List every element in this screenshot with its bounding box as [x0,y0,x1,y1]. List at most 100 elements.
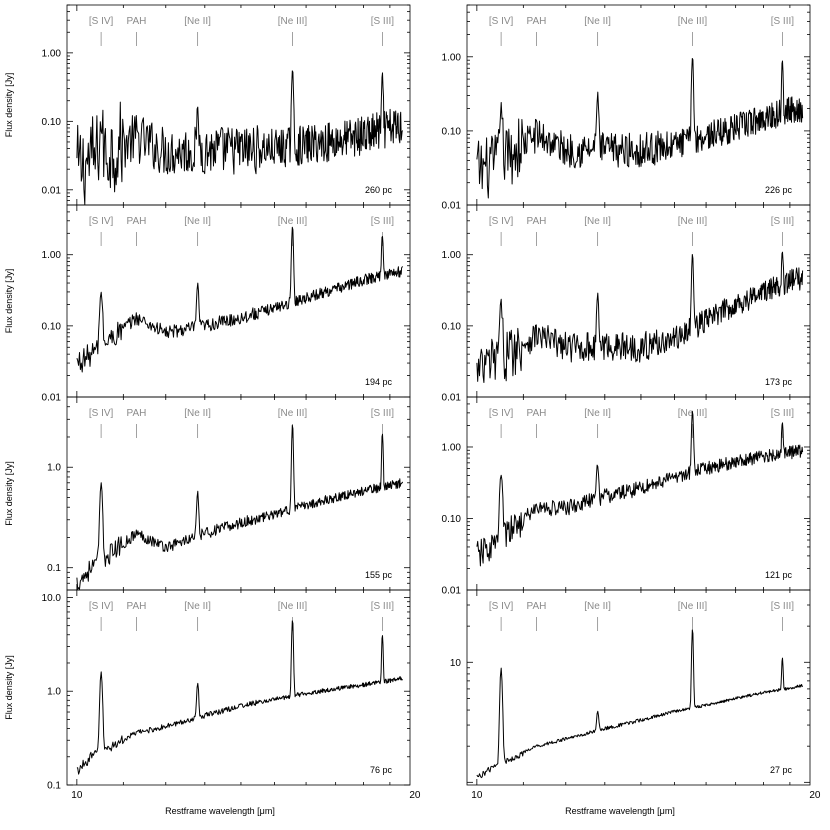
line-label: [Ne III] [278,16,308,27]
line-label: PAH [527,216,547,227]
y-tick-label: 0.10 [42,321,62,332]
line-label: [S IV] [89,408,114,419]
line-label: [S III] [771,16,795,27]
x-tick-label: 20 [809,790,821,801]
y-tick-label: 0.01 [42,393,62,404]
y-tick-label: 0.10 [42,117,62,128]
line-label: [Ne II] [584,408,611,419]
y-tick-label: 0.1 [47,781,61,792]
spectrum-line [76,70,404,205]
panel-8: 10 [S IV] PAH [Ne II] [Ne III] [S III] 27 pc 10… [450,589,821,801]
y-tick-label: 1.00 [442,250,462,261]
line-label: [S IV] [489,16,514,27]
spectrum-line [476,251,804,383]
y-axis-title: Flux density [Jy] [4,269,14,334]
distance-annotation: 226 pc [765,185,793,195]
line-label: [S III] [371,16,395,27]
line-label: [S III] [771,408,795,419]
line-label: [S IV] [489,408,514,419]
line-label: [S III] [371,601,395,612]
y-tick-label: 1.0 [47,687,61,698]
panel-grid: 0.01 0.10 1.00 [S IV] PAH [Ne II] [Ne III] [S I… [4,4,821,801]
line-label: [S III] [371,408,395,419]
spectrum-line [76,226,404,373]
distance-annotation: 27 pc [770,765,793,775]
line-label: PAH [527,408,547,419]
panel-7: 0.1 1.0 10.0 [S IV] PAH [Ne II] [Ne III] [S III… [4,589,421,801]
y-tick-label: 0.10 [442,321,462,332]
line-label: PAH [127,216,147,227]
panel-frame [66,4,411,206]
spectrum-line [476,58,804,199]
distance-annotation: 155 pc [365,570,393,580]
y-axis-title: Flux density [Jy] [4,461,14,526]
x-tick-label: 20 [409,790,421,801]
line-label: PAH [127,16,147,27]
line-label: [S IV] [89,16,114,27]
distance-annotation: 76 pc [370,765,393,775]
panel-5: 0.1 1.0 [S IV] PAH [Ne II] [Ne III] [S III] 155… [4,396,411,591]
y-tick-label: 0.10 [442,126,462,137]
panel-1: 0.01 0.10 1.00 [S IV] PAH [Ne II] [Ne III] [S I… [4,4,411,206]
y-tick-label: 1.00 [442,442,462,453]
line-label: PAH [527,601,547,612]
panel-frame [66,204,411,398]
panel-2: 0.01 0.10 1.00 [S IV] PAH [Ne II] [Ne III] [S I… [442,4,811,212]
spectrum-line [476,629,804,779]
line-label: PAH [127,601,147,612]
line-label: [Ne III] [678,216,708,227]
distance-annotation: 260 pc [365,185,393,195]
panel-frame [66,589,411,786]
line-label: [S IV] [89,601,114,612]
panel-frame [466,4,811,206]
x-tick-label: 10 [471,790,483,801]
y-tick-label: 1.0 [47,463,61,474]
line-label: [S III] [371,216,395,227]
distance-annotation: 194 pc [365,377,393,387]
spectrum-line [76,620,404,775]
panel-4: 0.01 0.10 1.00 [S IV] PAH [Ne II] [Ne III] [S I… [442,204,811,404]
line-label: [Ne II] [584,16,611,27]
panel-3: 0.01 0.10 1.00 [S IV] PAH [Ne II] [Ne III] [S I… [4,204,411,404]
line-label: [Ne II] [184,216,211,227]
y-axis-title: Flux density [Jy] [4,73,14,138]
panel-frame [466,396,811,591]
y-tick-label: 0.1 [47,563,61,574]
y-axis-title: Flux density [Jy] [4,655,14,720]
line-label: [Ne III] [678,16,708,27]
spectrum-line [76,424,404,590]
line-label: [Ne III] [278,601,308,612]
x-axis-title-right: Restframe wavelength [μm] [565,806,675,816]
distance-annotation: 173 pc [765,377,793,387]
line-label: [Ne III] [678,601,708,612]
spectrum-line [476,410,804,567]
line-label: PAH [527,16,547,27]
y-tick-label: 0.10 [442,514,462,525]
line-label: [Ne II] [184,408,211,419]
y-tick-label: 0.01 [442,586,462,597]
line-label: [S IV] [489,216,514,227]
line-label: [Ne II] [184,16,211,27]
y-tick-label: 0.01 [42,185,62,196]
line-label: [Ne III] [278,216,308,227]
panel-6: 0.010.101.00[S IV] PAH [Ne II] [Ne III] [S I… [442,396,811,597]
panel-frame [466,204,811,398]
line-label: [S IV] [89,216,114,227]
y-tick-label: 1.00 [42,250,62,261]
y-tick-label: 0.01 [442,201,462,212]
line-label: [Ne II] [184,601,211,612]
distance-annotation: 121 pc [765,570,793,580]
y-tick-label: 10 [450,658,462,669]
line-label: [Ne III] [278,408,308,419]
line-label: [Ne II] [584,216,611,227]
line-label: PAH [127,408,147,419]
x-axis-title: Restframe wavelength [μm] [165,806,275,816]
y-tick-label: 10.0 [42,593,62,604]
line-label: [S III] [771,601,795,612]
line-label: [Ne II] [584,601,611,612]
y-tick-label: 1.00 [42,48,62,59]
line-label: [S IV] [489,601,514,612]
y-tick-label: 1.00 [442,52,462,63]
x-tick-label: 10 [71,790,83,801]
